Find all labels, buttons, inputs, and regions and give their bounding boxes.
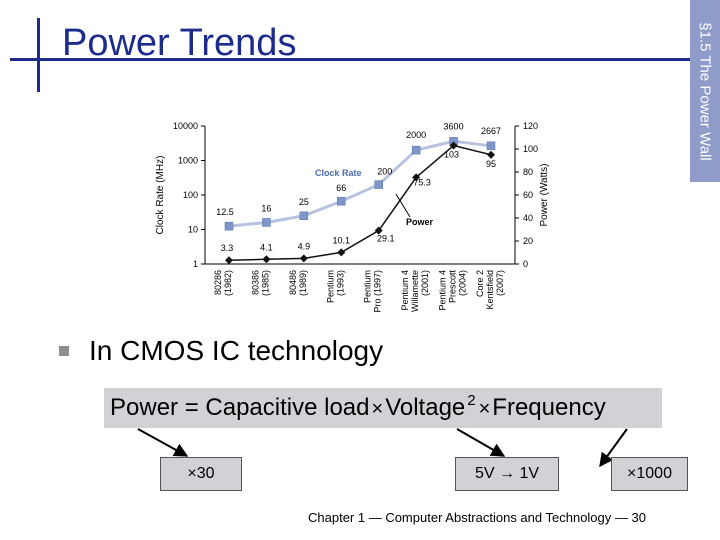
x-tick-label: 80386(1985) xyxy=(250,270,270,296)
left-tick-label: 100 xyxy=(183,190,198,200)
left-tick-label: 10000 xyxy=(173,121,198,131)
power-data-label: 4.1 xyxy=(260,242,273,252)
power-trends-chart: 1 10 100 1000 10000 0 20 40 60 80 100 120 Clock Rate… xyxy=(155,121,550,313)
power-data-label: 3.3 xyxy=(221,243,234,253)
clock-rate-data-label: 25 xyxy=(299,197,309,207)
clock-rate-data-label: 16 xyxy=(261,203,271,213)
right-tick-label: 20 xyxy=(523,236,533,246)
power-point xyxy=(487,150,495,159)
formula-voltage: Voltage xyxy=(385,394,466,421)
power-point xyxy=(337,248,346,257)
arrow-capacitive xyxy=(137,428,189,457)
series-label-power: Power xyxy=(406,217,434,227)
clock-rate-point xyxy=(262,218,271,227)
clock-rate-point xyxy=(337,196,346,206)
clock-rate-data-label: 3600 xyxy=(444,121,464,131)
clock-rate-point xyxy=(224,221,234,231)
page-title: Power Trends xyxy=(62,22,297,64)
x-tick-label: PentiumPro (1997) xyxy=(363,270,383,313)
clock-rate-line xyxy=(228,139,492,228)
clock-rate-data-label: 2000 xyxy=(406,130,426,140)
arrow-voltage xyxy=(456,428,506,457)
power-line xyxy=(228,144,492,261)
x-tick-label: 80486(1989) xyxy=(288,270,308,296)
clock-rate-data-label: 2667 xyxy=(481,126,501,136)
left-tick-label: 10 xyxy=(188,225,198,235)
x-tick-label: 80286(1982) xyxy=(213,270,233,296)
formula-power: Power xyxy=(110,394,179,421)
formula-times-2: × xyxy=(478,398,491,420)
power-data-label: 75.3 xyxy=(413,177,431,187)
power-point xyxy=(449,141,458,150)
arrow-frequency xyxy=(599,428,628,468)
bullet-marker xyxy=(59,346,69,356)
clock-rate-point xyxy=(374,180,383,189)
formula-equals: = xyxy=(184,394,199,421)
callout-capacitive: ×30 xyxy=(160,457,242,491)
clock-rate-point xyxy=(299,211,309,221)
clock-rate-data-label: 200 xyxy=(377,167,392,177)
x-tick-label: Core 2Kentsfield(2007) xyxy=(475,270,505,310)
power-data-label: 95 xyxy=(486,159,496,169)
x-tick-label: Pentium 4Prescott(2004) xyxy=(438,270,468,311)
footer: Chapter 1 — Computer Abstractions and Te… xyxy=(308,510,646,525)
right-tick-label: 40 xyxy=(523,213,533,223)
callout-voltage: 5V → 1V xyxy=(455,457,559,491)
clock-rate-data-label: 66 xyxy=(336,183,346,193)
formula-frequency: Frequency xyxy=(492,394,606,421)
clock-rate-point xyxy=(411,145,421,155)
right-tick-label: 0 xyxy=(523,259,528,269)
power-data-label: 10.1 xyxy=(333,235,351,245)
x-tick-label: Pentium 4Willamette(2001) xyxy=(400,270,430,312)
power-point xyxy=(225,256,233,265)
power-point xyxy=(374,226,383,235)
formula-capacitive-load: Capacitive load xyxy=(205,394,370,421)
right-tick-label: 60 xyxy=(523,190,533,200)
formula-times-1: × xyxy=(371,398,384,420)
power-data-label: 29.1 xyxy=(377,234,395,244)
right-tick-label: 100 xyxy=(523,144,538,154)
power-formula: Power = Capacitive load ×Voltage 2 ×Frequen… xyxy=(110,392,606,422)
title-accent-vertical xyxy=(37,18,40,92)
clock-rate-data-label: 12.5 xyxy=(216,207,234,217)
formula-box xyxy=(104,388,662,428)
x-tick-label: Pentium(1993) xyxy=(325,270,345,303)
power-point xyxy=(412,173,421,182)
clock-rate-point xyxy=(486,141,496,151)
right-tick-label: 80 xyxy=(523,167,533,177)
right-tick-label: 120 xyxy=(523,121,538,131)
power-label-leader xyxy=(395,193,411,218)
title-accent-horizontal xyxy=(10,58,695,61)
y-axis-label: Clock Rate (MHz) xyxy=(155,156,166,235)
y-axis-right-label: Power (Watts) xyxy=(539,164,550,227)
power-point xyxy=(262,255,271,264)
callout-frequency: ×1000 xyxy=(611,457,688,491)
power-data-label: 103 xyxy=(444,150,459,160)
left-tick-label: 1000 xyxy=(178,156,198,166)
series-label-clock-rate: Clock Rate xyxy=(315,168,362,178)
bullet-text: In CMOS IC technology xyxy=(89,335,384,366)
formula-exponent: 2 xyxy=(467,392,476,409)
power-data-label: 4.9 xyxy=(298,241,311,251)
left-tick-label: 1 xyxy=(193,259,198,269)
section-tab: §1.5 The Power Wall xyxy=(690,0,720,182)
